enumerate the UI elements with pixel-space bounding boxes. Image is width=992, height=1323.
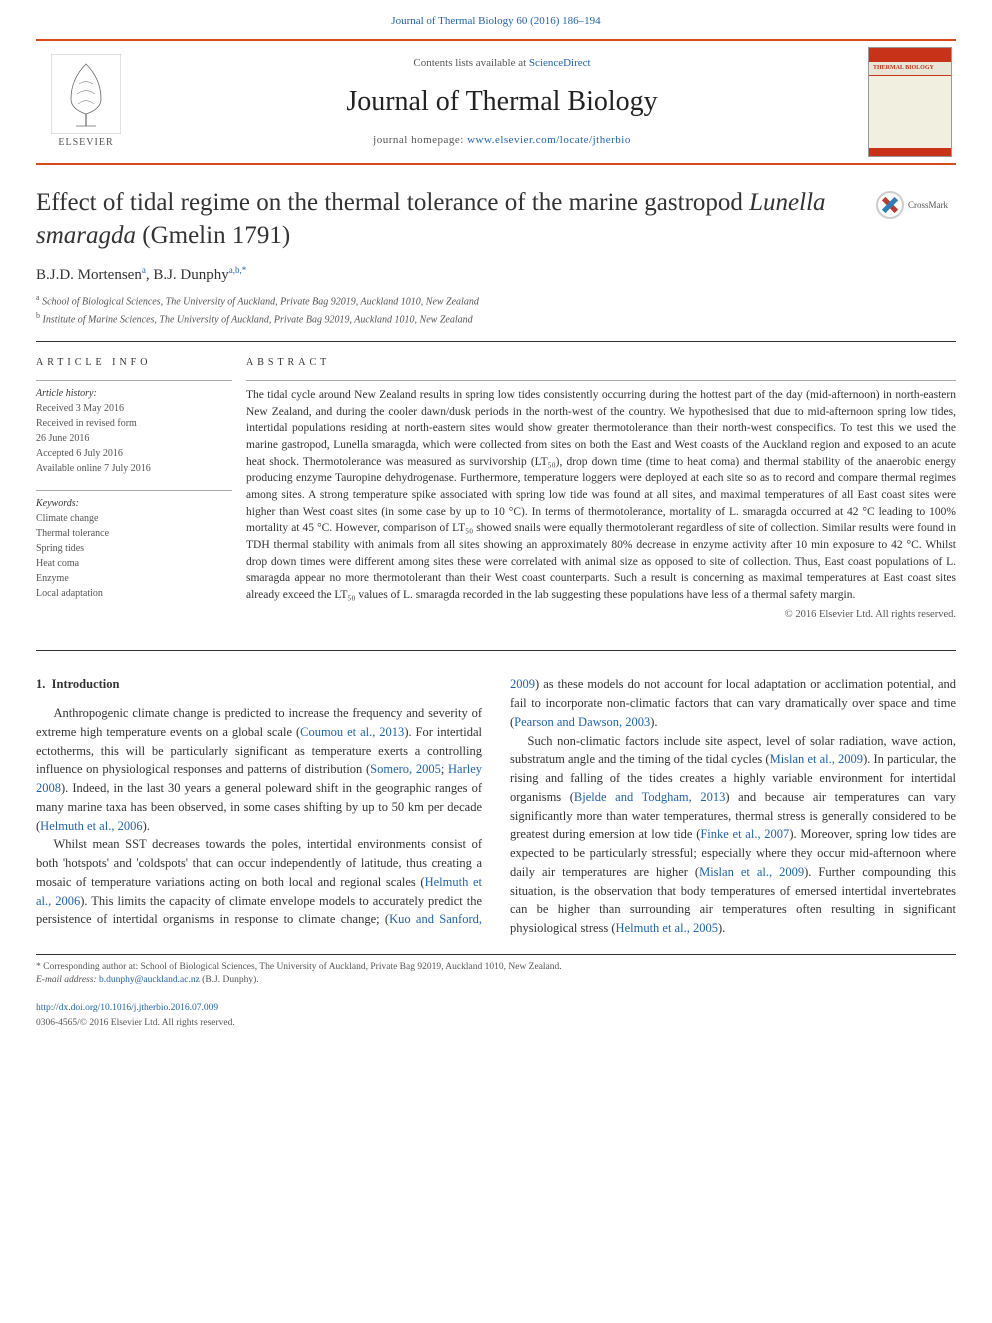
publisher-logo[interactable]: ELSEVIER <box>36 47 136 157</box>
citation-link[interactable]: Helmuth et al., 2006 <box>40 819 142 833</box>
keyword: Local adaptation <box>36 586 232 601</box>
keyword: Climate change <box>36 511 232 526</box>
issn-copyright: 0306-4565/© 2016 Elsevier Ltd. All right… <box>36 1017 956 1030</box>
abstract-text: The tidal cycle around New Zealand resul… <box>246 387 956 604</box>
abstract-column: ABSTRACT The tidal cycle around New Zeal… <box>246 342 956 636</box>
publisher-name: ELSEVIER <box>58 136 113 150</box>
doi-link[interactable]: http://dx.doi.org/10.1016/j.jtherbio.201… <box>36 1002 956 1015</box>
citation-link[interactable]: Journal of Thermal Biology 60 (2016) 186… <box>391 15 600 27</box>
corresponding-author-footer: * Corresponding author at: School of Bio… <box>36 954 956 988</box>
article-info-column: ARTICLE INFO Article history: Received 3… <box>36 342 246 636</box>
article-title: Effect of tidal regime on the thermal to… <box>36 187 876 252</box>
keyword: Heat coma <box>36 556 232 571</box>
cover-title: THERMAL BIOLOGY <box>869 62 951 74</box>
crossmark-icon <box>876 191 904 219</box>
homepage-line: journal homepage: www.elsevier.com/locat… <box>136 133 868 148</box>
citation-link[interactable]: Bjelde and Todgham, 2013 <box>574 790 725 804</box>
authors-line: B.J.D. Mortensena, B.J. Dunphya,b,* <box>36 264 956 286</box>
article-info-heading: ARTICLE INFO <box>36 356 232 370</box>
abstract-heading: ABSTRACT <box>246 356 956 370</box>
citation-link[interactable]: Coumou et al., 2013 <box>300 725 404 739</box>
citation-link[interactable]: Helmuth et al., 2005 <box>616 921 718 935</box>
citation-link[interactable]: Mislan et al., 2009 <box>770 752 863 766</box>
crossmark-badge[interactable]: CrossMark <box>876 191 956 219</box>
email-link[interactable]: b.dunphy@auckland.ac.nz <box>99 975 200 985</box>
citation-link[interactable]: Somero, 2005 <box>370 762 441 776</box>
citation-link[interactable]: Pearson and Dawson, 2003 <box>514 715 650 729</box>
history-line: Received in revised form <box>36 416 232 431</box>
paragraph: Such non-climatic factors include site a… <box>510 732 956 938</box>
email-label: E-mail address: <box>36 975 99 985</box>
history-line: 26 June 2016 <box>36 431 232 446</box>
homepage-link[interactable]: www.elsevier.com/locate/jtherbio <box>467 134 631 146</box>
section-heading: 1. Introduction <box>36 675 482 694</box>
masthead: ELSEVIER Contents lists available at Sci… <box>36 39 956 165</box>
contents-line: Contents lists available at ScienceDirec… <box>136 56 868 71</box>
author-1[interactable]: B.J.D. Mortensen <box>36 267 142 283</box>
history-line: Available online 7 July 2016 <box>36 461 232 476</box>
affiliations: a School of Biological Sciences, The Uni… <box>36 292 956 327</box>
sciencedirect-link[interactable]: ScienceDirect <box>529 57 591 69</box>
citation-link[interactable]: Mislan et al., 2009 <box>699 865 804 879</box>
body-text: 1. Introduction Anthropogenic climate ch… <box>0 651 992 938</box>
author-2[interactable]: B.J. Dunphy <box>153 267 228 283</box>
keyword: Thermal tolerance <box>36 526 232 541</box>
history-label: Article history: <box>36 387 232 401</box>
crossmark-label: CrossMark <box>908 199 948 212</box>
citation-link[interactable]: Finke et al., 2007 <box>700 827 789 841</box>
keyword: Enzyme <box>36 571 232 586</box>
keyword: Spring tides <box>36 541 232 556</box>
running-head: Journal of Thermal Biology 60 (2016) 186… <box>0 0 992 39</box>
abstract-copyright: © 2016 Elsevier Ltd. All rights reserved… <box>246 608 956 623</box>
corr-author-note: * Corresponding author at: School of Bio… <box>36 961 956 974</box>
history-line: Received 3 May 2016 <box>36 401 232 416</box>
paragraph: Anthropogenic climate change is predicte… <box>36 704 482 835</box>
history-line: Accepted 6 July 2016 <box>36 446 232 461</box>
keywords-label: Keywords: <box>36 497 232 511</box>
journal-name: Journal of Thermal Biology <box>136 82 868 121</box>
journal-cover-thumbnail[interactable]: THERMAL BIOLOGY <box>868 47 952 157</box>
elsevier-tree-icon <box>51 54 121 134</box>
